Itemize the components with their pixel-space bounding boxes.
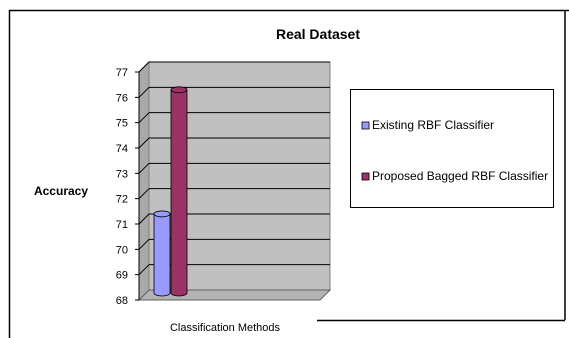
y-tick-label: 72 xyxy=(116,194,128,206)
y-tick-label: 76 xyxy=(116,92,128,104)
legend-label-existing: Existing RBF Classifier xyxy=(372,118,494,132)
gridline-side xyxy=(138,61,150,73)
bar-body xyxy=(170,89,188,297)
legend-label-proposed: Proposed Bagged RBF Classifier xyxy=(372,169,548,183)
gridline-side xyxy=(138,213,150,225)
bar-proposed-bagged-rbf xyxy=(170,86,188,297)
gridline-side xyxy=(138,162,150,174)
gridline-side xyxy=(138,264,150,276)
bar-top-cap xyxy=(153,210,171,218)
y-tick-label: 68 xyxy=(116,295,128,307)
y-tick-label: 73 xyxy=(116,168,128,180)
y-tick-label: 77 xyxy=(116,67,128,79)
plot-side-wall xyxy=(138,60,150,302)
legend-box xyxy=(350,89,554,208)
chart-title: Real Dataset xyxy=(276,26,360,42)
legend: Existing RBF Classifier Proposed Bagged … xyxy=(350,89,554,208)
gridline-side xyxy=(138,137,150,149)
gridline-side xyxy=(138,188,150,200)
bar-existing-rbf xyxy=(153,210,171,297)
y-tick-label: 71 xyxy=(116,219,128,231)
legend-swatch-existing xyxy=(361,121,370,130)
y-tick-label: 74 xyxy=(116,143,128,155)
y-tick-label: 70 xyxy=(116,244,128,256)
gridline-side xyxy=(138,112,150,124)
y-axis-ticks: 68 69 70 71 72 73 74 75 76 77 xyxy=(116,67,139,307)
y-axis-label: Accuracy xyxy=(34,184,88,198)
plot-area: 68 69 70 71 72 73 74 75 76 77 xyxy=(116,60,332,307)
x-axis-label: Classification Methods xyxy=(170,322,281,334)
bar-body xyxy=(153,213,171,297)
bar-top-cap xyxy=(170,86,188,94)
legend-swatch-proposed xyxy=(361,172,370,181)
y-tick-label: 75 xyxy=(116,118,128,130)
gridline-side xyxy=(138,238,150,250)
bars xyxy=(153,86,188,297)
y-tick-label: 69 xyxy=(116,270,128,282)
gridline-side xyxy=(138,86,150,98)
